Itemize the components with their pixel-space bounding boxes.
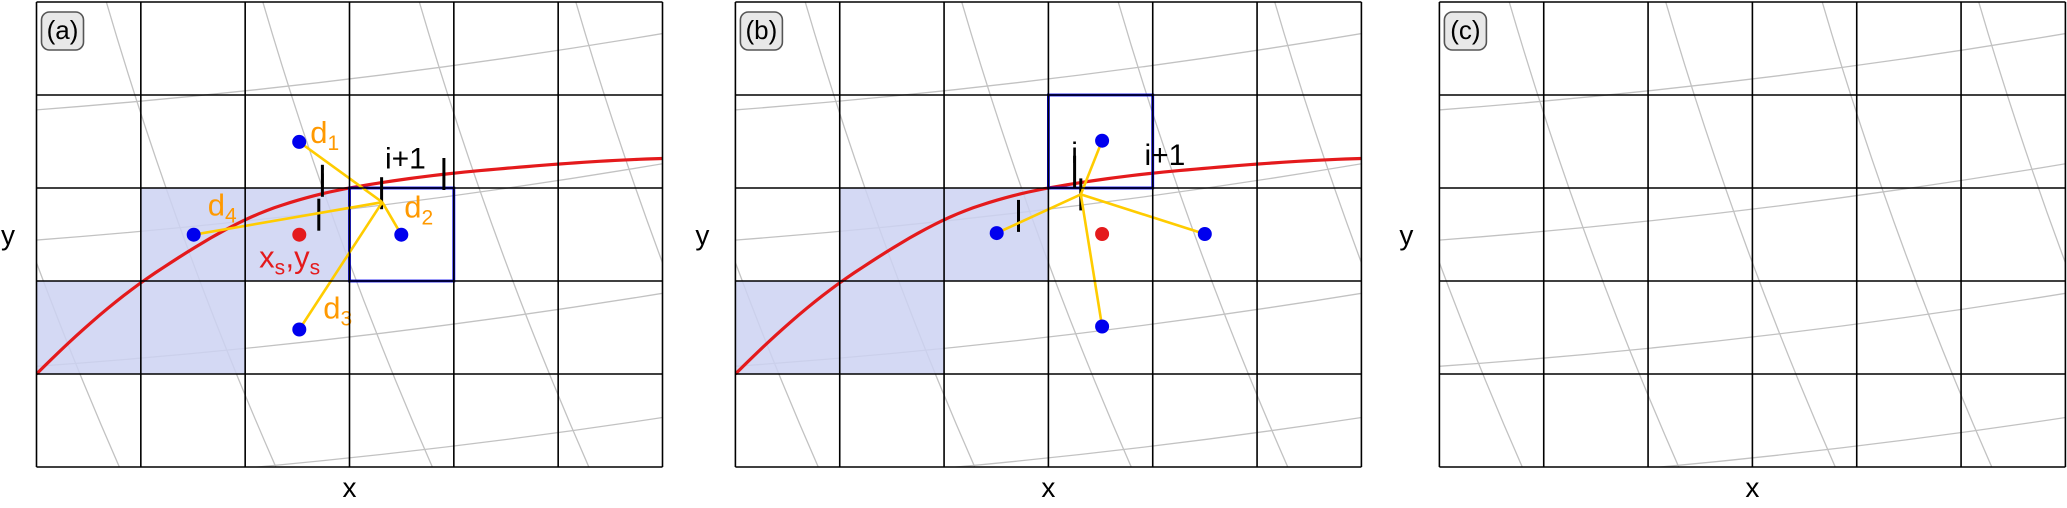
svg-text:(a): (a) <box>47 15 79 45</box>
svg-text:(c): (c) <box>1450 15 1480 45</box>
svg-text:(b): (b) <box>746 15 778 45</box>
svg-text:y: y <box>695 220 709 251</box>
svg-text:i+1: i+1 <box>1144 139 1185 172</box>
svg-text:y: y <box>1 220 15 251</box>
svg-text:i+1: i+1 <box>385 143 426 176</box>
svg-text:y: y <box>1399 220 1413 251</box>
svg-text:i: i <box>1071 137 1078 170</box>
svg-text:x: x <box>1745 472 1759 503</box>
svg-text:x: x <box>1041 472 1055 503</box>
svg-text:x: x <box>343 472 357 503</box>
svg-text:i: i <box>319 163 326 196</box>
